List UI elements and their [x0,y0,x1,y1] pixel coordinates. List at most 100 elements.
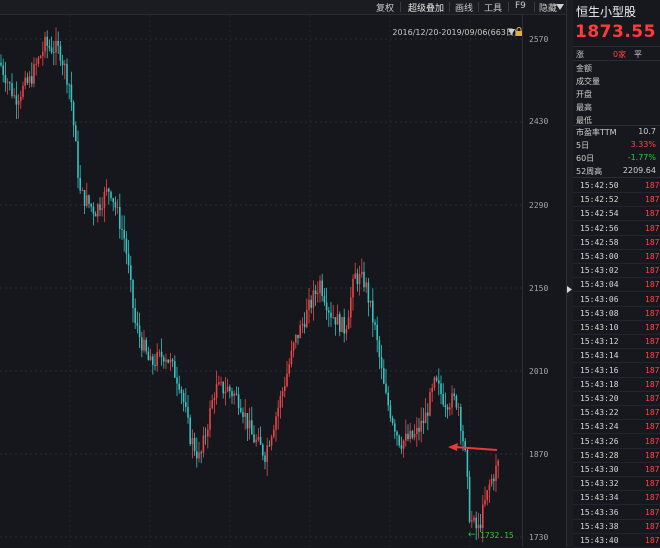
candle-body [495,465,497,482]
candle-body [418,427,420,432]
tick-row[interactable]: 15:42:50 187 [573,179,660,193]
chevron-right-icon[interactable] [567,286,572,293]
tick-row[interactable]: 15:43:06 187 [573,293,660,307]
tick-row[interactable]: 15:42:58 187 [573,236,660,250]
tick-time: 15:43:26 [580,436,619,446]
tick-row[interactable]: 15:43:10 187 [573,321,660,335]
candle-body [6,82,9,84]
date-range-label[interactable]: 2016/12/20-2019/09/06(663日) [392,28,517,37]
tick-row[interactable]: 15:43:18 187 [573,378,660,392]
tick-row[interactable]: 15:42:56 187 [573,222,660,236]
tick-row[interactable]: 15:43:00 187 [573,250,660,264]
candle-body [363,271,365,288]
candle-body [455,395,458,408]
candle-body [314,290,317,295]
tick-row[interactable]: 15:43:32 187 [573,477,660,492]
tick-row[interactable]: 15:43:26 187 [573,435,660,449]
y-tick-label: 2010 [529,367,549,376]
candle-body [352,278,354,298]
tick-price: 187 [645,266,660,276]
tick-row[interactable]: 15:42:52 187 [573,193,660,208]
tick-price: 187 [645,337,660,347]
candle-body [33,64,35,84]
candle-body [97,204,99,217]
candle-body [334,317,337,325]
candle-body [90,203,92,207]
tick-row[interactable]: 15:43:22 187 [573,406,660,421]
candle-body [92,206,95,214]
candle-body [193,437,196,452]
candle-body [350,297,352,318]
toolbar-separator [478,2,479,12]
hide-button[interactable]: 隐藏 [539,4,558,14]
candle-body [253,434,255,443]
candle-body [141,337,143,351]
candle-body [64,63,66,66]
field-value: 10.7 [638,127,656,136]
tick-time: 15:43:20 [580,394,619,403]
candle-body [48,45,51,48]
chevron-down-icon[interactable] [508,29,515,35]
candle-body [301,323,304,326]
candle-body [440,383,442,395]
field-row: 最低 [576,115,658,126]
candle-body [466,449,469,477]
candle-body [198,452,200,459]
tick-row[interactable]: 15:43:20 187 [573,392,660,406]
kline-chart[interactable] [0,15,522,547]
candle-body [17,100,20,105]
candle-body [321,280,323,296]
candle-body [468,476,471,522]
candle-body [231,391,233,397]
candle-body [83,190,86,207]
tick-row[interactable]: 15:43:16 187 [573,364,660,378]
advance-row: 涨 0家 平 [576,49,658,60]
flat-label: 平 [634,50,642,59]
candle-body [405,433,407,441]
tick-row[interactable]: 15:43:12 187 [573,335,660,350]
tick-row[interactable]: 15:43:40 187 [573,534,660,548]
tick-row[interactable]: 15:43:04 187 [573,278,660,293]
y-tick-label: 2430 [529,117,549,126]
candle-body [295,334,297,343]
candle-body [213,398,216,401]
tick-row[interactable]: 15:43:24 187 [573,420,660,435]
candle-body [378,340,381,358]
tick-time: 15:43:18 [580,379,619,389]
chevron-down-icon[interactable] [556,4,564,10]
tick-row[interactable]: 15:43:28 187 [573,449,660,463]
chart-toolbar: 复权 超级叠加 画线 工具 F9 隐藏 [0,0,568,15]
tick-row[interactable]: 15:43:30 187 [573,463,660,477]
candle-body [490,478,493,485]
candle-body [180,389,183,394]
candle-body [400,445,403,449]
tick-time: 15:42:54 [580,209,619,219]
tick-price: 187 [645,521,660,531]
fuquan-button[interactable]: 复权 [376,4,395,14]
candle-body [108,188,110,192]
candle-body [433,377,436,388]
tick-time: 15:43:28 [580,450,619,460]
tick-row[interactable]: 15:43:02 187 [573,264,660,279]
tools-button[interactable]: 工具 [484,4,503,14]
y-tick-label: 2290 [529,201,549,210]
tick-time: 15:43:08 [580,308,619,318]
field-value: 3.33% [630,140,656,149]
tick-row[interactable]: 15:43:36 187 [573,506,660,520]
tick-row[interactable]: 15:42:54 187 [573,207,660,222]
tick-row[interactable]: 15:43:08 187 [573,307,660,321]
tick-row[interactable]: 15:43:38 187 [573,520,660,534]
tick-time: 15:42:58 [580,237,619,247]
candle-body [264,455,266,462]
tick-row[interactable]: 15:43:34 187 [573,491,660,506]
candle-body [53,52,55,54]
field-label: 市盈率TTM [576,128,617,137]
f9-button[interactable]: F9 [515,1,526,11]
super-overlay-button[interactable]: 超级叠加 [408,4,445,14]
lock-icon[interactable] [515,27,523,36]
tick-row[interactable]: 15:43:14 187 [573,349,660,364]
candle-body [218,382,220,385]
tick-time: 15:43:22 [580,408,619,418]
draw-line-button[interactable]: 画线 [455,4,474,14]
candle-body [191,437,194,445]
